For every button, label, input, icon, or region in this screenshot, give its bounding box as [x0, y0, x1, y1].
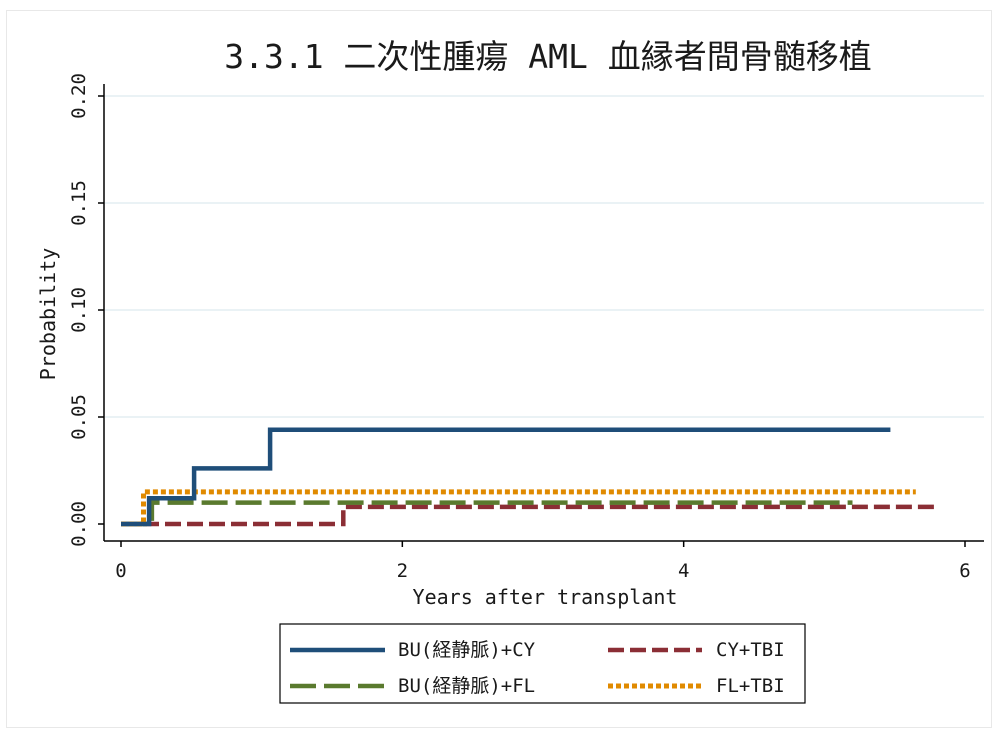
- x-axis-label: Years after transplant: [413, 585, 678, 609]
- legend-label-1: CY+TBI: [716, 639, 785, 661]
- grid-lines: [105, 95, 984, 418]
- series-line-0: [121, 427, 891, 527]
- x-tick-label-3: 6: [959, 560, 970, 582]
- x-tick-label-1: 2: [397, 560, 408, 582]
- legend-label-3: FL+TBI: [716, 675, 785, 697]
- series-line-1: [121, 504, 937, 527]
- y-axis-label: Probability: [36, 248, 60, 380]
- y-tick-label-0: 0.00: [68, 501, 90, 547]
- y-tick-label-1: 0.05: [68, 394, 90, 440]
- y-tick-label-2: 0.10: [68, 287, 90, 333]
- legend-label-2: BU(経静脈)+FL: [398, 675, 535, 697]
- y-tick-label-3: 0.15: [68, 180, 90, 226]
- legend: BU(経静脈)+CY CY+TBI BU(経静脈)+FL FL+TBI: [279, 623, 806, 704]
- legend-box: [279, 623, 806, 704]
- axes: 0.00 0.05 0.10 0.15 0.20 0 2 4 6: [68, 73, 984, 582]
- chart-title: 3.3.1 二次性腫瘍 AML 血縁者間骨髄移植: [224, 37, 872, 76]
- chart-frame: [6, 10, 992, 728]
- x-tick-label-2: 4: [678, 560, 689, 582]
- series-group: [121, 427, 937, 527]
- legend-label-0: BU(経静脈)+CY: [398, 639, 536, 661]
- y-tick-label-4: 0.20: [68, 73, 90, 119]
- x-tick-label-0: 0: [115, 560, 126, 582]
